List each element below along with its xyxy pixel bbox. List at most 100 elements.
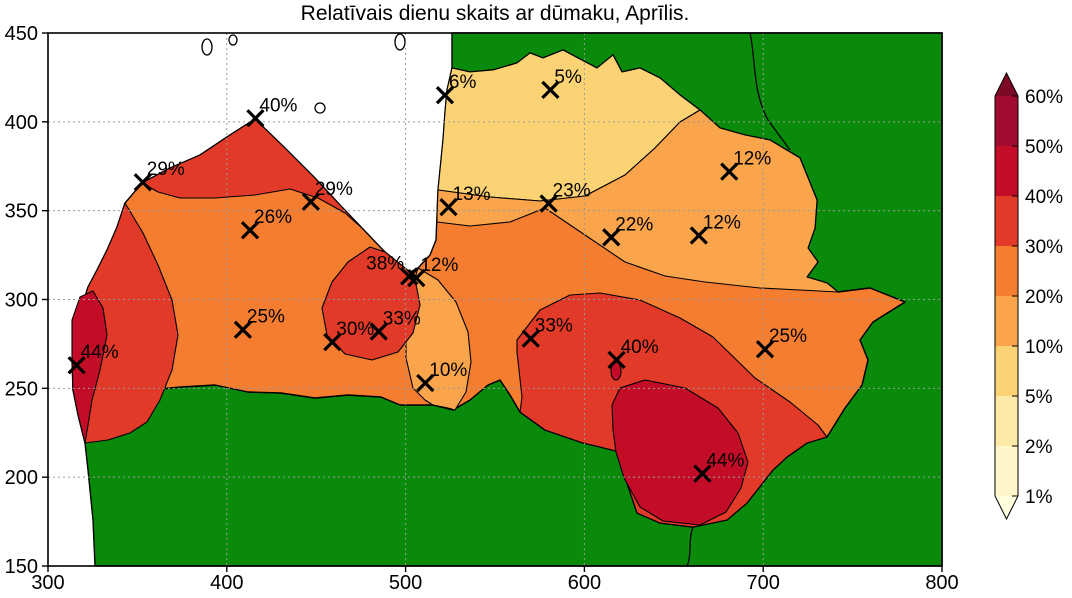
colorbar-tick-label: 20% [1025,287,1063,308]
station-value-label: 12% [733,149,771,170]
band-40-50-west-coast [71,290,108,444]
station-marker: 33% [369,308,421,341]
station-marker: 25% [755,326,807,359]
station-value-label: 22% [615,214,653,235]
station-cross-icon [240,221,260,240]
station-cross-icon [720,162,739,181]
colorbar-segment [995,96,1018,146]
station-marker: 22% [602,214,653,247]
axis-ticks-and-labels: 300 400 500 600 700 800 150 200 250 300 350 400 450 [5,23,959,594]
colorbar-tick-label: 2% [1025,437,1053,458]
station-value-label: 29% [315,179,353,200]
station-marker: 30% [323,319,374,352]
station-value-label: 10% [429,360,467,381]
colorbar-tick-label: 60% [1025,87,1063,108]
station-marker: 10% [416,360,467,393]
y-tick-label: 150 [5,556,38,578]
x-tick-label: 600 [568,572,601,594]
island [201,38,213,56]
colorbar-arrow-top [995,73,1018,96]
station-value-label: 5% [554,67,582,88]
station-cross-icon [439,197,458,217]
station-marker: 6% [435,72,477,105]
station-marker: 33% [521,316,573,348]
station-value-label: 26% [254,207,292,228]
x-tick-label: 400 [210,572,243,594]
colorbar-segment [995,246,1018,296]
station-cross-icon [689,226,708,245]
station-cross-icon [67,356,86,375]
band-30-40-central [321,246,421,361]
colorbar-segment [995,296,1018,346]
colorbar-tick-label: 40% [1025,187,1063,208]
x-tick-label: 500 [389,572,422,594]
station-value-label: 6% [449,72,477,93]
station-value-label: 38% [366,253,404,274]
station-cross-icon [435,86,455,105]
stations: 44% 40% 29% 29% 26% 13% 23% 12% 22% 12% 38% 12% 25% 3… [67,67,807,483]
station-value-label: 30% [336,319,374,340]
station-cross-icon [755,340,775,359]
station-cross-icon [369,322,388,341]
station-cross-icon [301,192,320,211]
colorbar-segment [995,446,1018,496]
station-value-label: 40% [621,337,659,358]
station-marker: 40% [607,337,659,370]
y-tick-label: 300 [5,290,38,312]
colorbar-segment [995,196,1018,246]
station-value-label: 12% [420,255,458,276]
station-cross-icon [521,329,540,348]
y-tick-label: 200 [5,467,38,489]
colorbar-tick-label: 50% [1025,137,1063,158]
station-marker: 44% [693,451,745,483]
station-cross-icon [233,320,253,339]
colorbar-segment [995,396,1018,446]
station-marker: 12% [720,149,771,181]
station-cross-icon [400,267,419,286]
station-cross-icon [416,373,435,393]
island [228,34,238,46]
station-cross-icon [407,269,426,288]
colorbar-segment [995,346,1018,396]
station-value-label: 23% [553,181,591,202]
island [314,102,326,114]
colorbar-arrow-bottom [995,496,1018,519]
station-marker: 29% [301,179,353,211]
station-value-label: 25% [247,307,285,328]
station-value-label: 33% [535,316,573,337]
colorbar-tick-label: 5% [1025,387,1053,408]
band-5-10-north [437,49,701,202]
y-tick-label: 250 [5,378,38,400]
station-marker: 23% [539,181,591,213]
station-cross-icon [541,80,560,99]
colorbar-tick-label: 1% [1025,487,1053,508]
colorbar: 60% 50% 40% 30% 20% 10% 5% 2% 1% [994,71,1063,521]
station-marker: 25% [233,307,285,339]
station-cross-icon [693,464,712,483]
station-marker: 26% [240,207,292,240]
station-marker: 40% [246,95,298,128]
x-tick-label: 700 [747,572,780,594]
station-cross-icon [602,228,621,247]
chart-title: Relatīvais dienu skaits ar dūmaku, Aprīl… [301,2,690,25]
station-marker: 12% [407,255,458,288]
station-cross-icon [246,109,265,128]
island [394,33,406,51]
y-tick-label: 350 [5,201,38,223]
station-value-label: 44% [81,342,119,363]
colorbar-segment [995,146,1018,196]
station-cross-icon [539,194,558,213]
y-tick-label: 400 [5,112,38,134]
colorbar-tick-label: 10% [1025,337,1063,358]
station-marker: 13% [439,184,491,217]
station-value-label: 13% [453,184,491,205]
grid-lines [48,33,942,566]
station-value-label: 29% [147,159,185,180]
station-marker: 44% [67,342,119,375]
x-tick-label: 300 [31,572,64,594]
lithuania-belarus-border-line [686,526,694,567]
station-marker: 12% [689,213,741,245]
band-30-40-north-kurzeme [141,118,363,229]
